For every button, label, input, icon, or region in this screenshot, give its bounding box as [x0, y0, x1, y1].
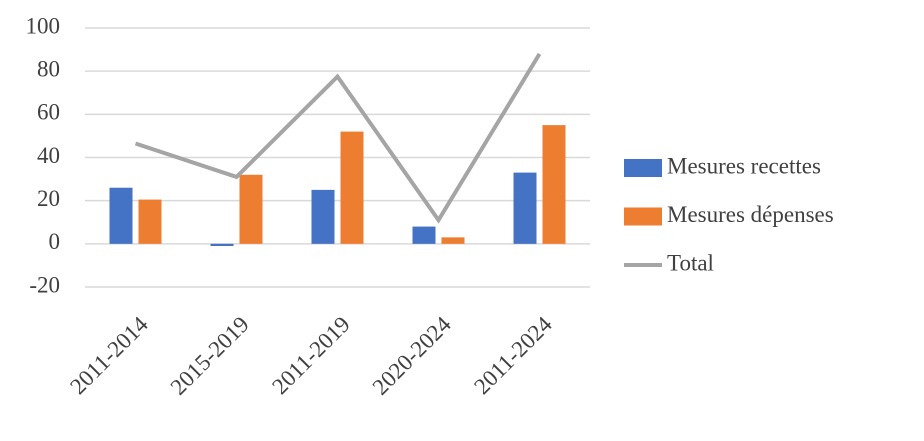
y-tick-label: 20 — [37, 186, 60, 211]
y-tick-label: 80 — [37, 56, 60, 81]
bar — [441, 237, 465, 244]
bar — [412, 226, 436, 244]
bar — [513, 172, 537, 244]
y-tick-label: 0 — [49, 229, 61, 254]
bar — [109, 187, 133, 244]
legend-swatch — [624, 159, 662, 177]
legend-label: Mesures recettes — [667, 153, 821, 178]
bar — [210, 243, 234, 246]
x-tick-label: 2011-2014 — [65, 311, 153, 399]
bar — [340, 131, 364, 244]
x-tick-label: 2020-2024 — [368, 311, 457, 400]
y-tick-label: 40 — [37, 143, 60, 168]
legend-label: Total — [667, 250, 714, 275]
line — [134, 52, 542, 224]
x-tick-label: 2015-2019 — [166, 312, 254, 400]
y-tick-label: -20 — [29, 272, 60, 297]
x-tick-label: 2011-2019 — [267, 312, 355, 400]
bar — [311, 189, 335, 244]
bar — [138, 199, 162, 244]
x-tick-label: 2011-2024 — [469, 311, 557, 399]
bar — [239, 174, 263, 244]
y-tick-label: 60 — [37, 100, 60, 125]
y-tick-label: 100 — [26, 13, 61, 38]
legend-label: Mesures dépenses — [667, 202, 834, 227]
legend-swatch — [624, 207, 662, 226]
bar — [542, 125, 566, 244]
